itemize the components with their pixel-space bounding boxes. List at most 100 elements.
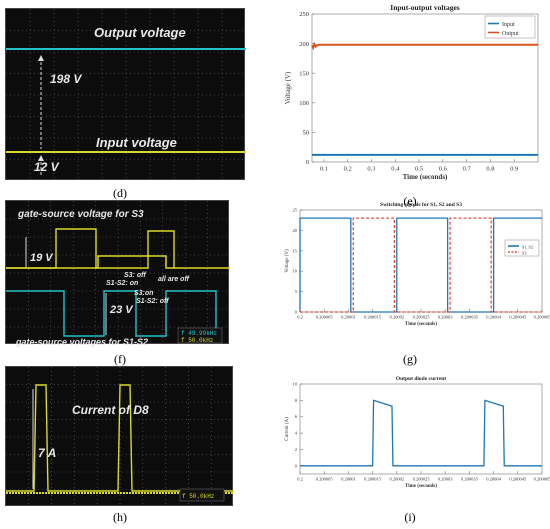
label-f: (f) (114, 352, 126, 366)
y-axis-label: Voltage (V) (284, 71, 292, 104)
x-tick-label: 0.5 (415, 166, 423, 173)
chart-g: Switching signals for S1, S2 and S3 0 5 10 1… (280, 200, 550, 340)
arrow-up-icon (38, 155, 44, 161)
series-line-0 (300, 399, 542, 467)
s3-gate-trace-low (6, 255, 230, 269)
scope-d-plot: Output voltage Input voltage 198 V 12 V (6, 9, 246, 181)
y-tick-label: 100 (299, 100, 309, 107)
x-tick-label: 0.20002 (389, 315, 404, 320)
x-tick-label: 0.200005 (534, 477, 550, 482)
x-tick-label: 0.200005 (316, 315, 334, 320)
chart-title: Switching signals for S1, S2 and S3 (380, 202, 462, 208)
x-tick-label: 0.200035 (461, 315, 479, 320)
all-off-label: all are off (158, 276, 190, 283)
readout-2: f 50.0kHz (181, 337, 214, 344)
scope-readout-box (177, 327, 223, 344)
legend-label: Input (502, 22, 515, 28)
scope-f-plot: gate-source voltage for S3 gate-source v… (6, 201, 230, 347)
x-tick-label: 0.200005 (534, 315, 550, 320)
x-axis-label: Time (seconds) (405, 484, 437, 489)
x-tick-label: 0.6 (439, 166, 448, 173)
s1s2-gate-label: gate-source voltages for S1-S2 (15, 337, 148, 347)
x-axis-label: Time (seconds) (405, 322, 437, 327)
y-tick-label: 50 (303, 130, 310, 137)
y-axis-label: Voltage (V) (285, 249, 290, 273)
x-tick-label: 0.200045 (509, 477, 527, 482)
chart-e: Input-output voltages 0 50 100 150 200 250 0.1 0… (280, 2, 545, 190)
scope-panel-h: Current of D8 7 A f 50.0kHz (5, 366, 234, 507)
y-tick-label: 5 (295, 289, 298, 294)
plot-area (299, 383, 543, 475)
x-tick-label: 0.7 (463, 166, 472, 173)
s1s2-on-label: S1-S2: on (106, 280, 138, 287)
x-tick-label: 0.4 (391, 166, 400, 173)
output-voltage-label: Output voltage (94, 25, 186, 40)
label-d: (d) (113, 186, 127, 200)
x-tick-label: 0.200025 (413, 315, 431, 320)
x-tick-label: 0.8 (486, 166, 494, 173)
chart-g-svg: Switching signals for S1, S2 and S3 0 5 10 1… (285, 202, 550, 327)
x-tick-label: 0.200035 (461, 477, 479, 482)
x-axis-label: Time (seconds) (403, 173, 448, 181)
v23-label: 23 V (109, 304, 134, 316)
scope-panel-f: gate-source voltage for S3 gate-source v… (5, 200, 230, 347)
legend-label: S3 (522, 251, 526, 256)
y-tick-label: 2 (295, 447, 297, 452)
y-axis-label: Current (A) (285, 417, 290, 441)
s3-off-label: S3: off (124, 272, 146, 279)
legend-label: Output (502, 31, 519, 37)
x-tick-label: 0.20001 (341, 315, 356, 320)
y-tick-label: 6 (295, 414, 298, 419)
s1s2-gate-trace (6, 290, 217, 337)
chart-i-svg: Output diode current 0 2 4 6 8 10 0.2 0.200005 0.… (285, 376, 550, 489)
x-tick-label: 0.1 (320, 166, 328, 173)
input-voltage-label: Input voltage (96, 135, 177, 150)
plot-area (311, 13, 539, 163)
x-tick-label: 0.20003 (438, 477, 453, 482)
x-tick-label: 0.3 (367, 166, 375, 173)
x-tick-label: 0.20004 (486, 477, 501, 482)
v19-label: 19 V (30, 252, 54, 264)
x-tick-label: 0.200015 (364, 477, 382, 482)
chart-i: Output diode current 0 2 4 6 8 10 0.2 0.200005 0.… (280, 374, 550, 496)
input-level-label: 12 V (34, 160, 60, 174)
s3-gate-trace (6, 228, 175, 269)
arrow-up-icon (38, 55, 44, 61)
x-tick-label: 0.20003 (438, 315, 453, 320)
x-tick-label: 0.200025 (413, 477, 431, 482)
chart-title: Output diode current (396, 376, 446, 382)
grid-h (6, 367, 234, 507)
y-tick-label: 25 (293, 208, 298, 213)
x-tick-label: 0.20001 (341, 477, 356, 482)
y-tick-label: 0 (295, 310, 298, 315)
y-tick-label: 4 (295, 431, 298, 436)
x-tick-label: 0.200045 (509, 315, 527, 320)
series-line-s3 (300, 217, 542, 313)
s3-on-label: S3:on (134, 290, 153, 297)
scope-readout-box (179, 488, 225, 502)
plot-area (299, 209, 543, 313)
y-tick-label: 150 (299, 70, 309, 77)
chart-title: Input-output voltages (390, 3, 459, 12)
x-tick-label: 0.20002 (389, 477, 404, 482)
y-tick-label: 0 (306, 159, 309, 166)
x-tick-label: 0.20004 (486, 315, 501, 320)
label-e: (e) (403, 194, 417, 208)
legend-label: S1, S2 (522, 245, 533, 251)
y-tick-label: 10 (293, 382, 298, 387)
grid-f (6, 201, 230, 345)
s3-gate-label: gate-source voltage for S3 (17, 209, 144, 220)
x-tick-label: 0.2 (344, 166, 352, 173)
label-g: (g) (403, 352, 417, 366)
delta-value-label: 198 V (50, 72, 82, 86)
y-tick-label: 10 (293, 269, 298, 274)
s1s2-off-label: S1-S2: off (136, 298, 169, 305)
diode-current-trace (6, 384, 234, 492)
y-tick-label: 250 (299, 11, 309, 18)
current-d8-label: Current of D8 (72, 403, 149, 417)
x-tick-label: 0.2 (297, 477, 303, 482)
label-h: (h) (113, 510, 127, 524)
y-tick-label: 0 (295, 463, 298, 468)
readout-h: f 50.0kHz (182, 493, 215, 500)
series-line-output (311, 41, 538, 51)
